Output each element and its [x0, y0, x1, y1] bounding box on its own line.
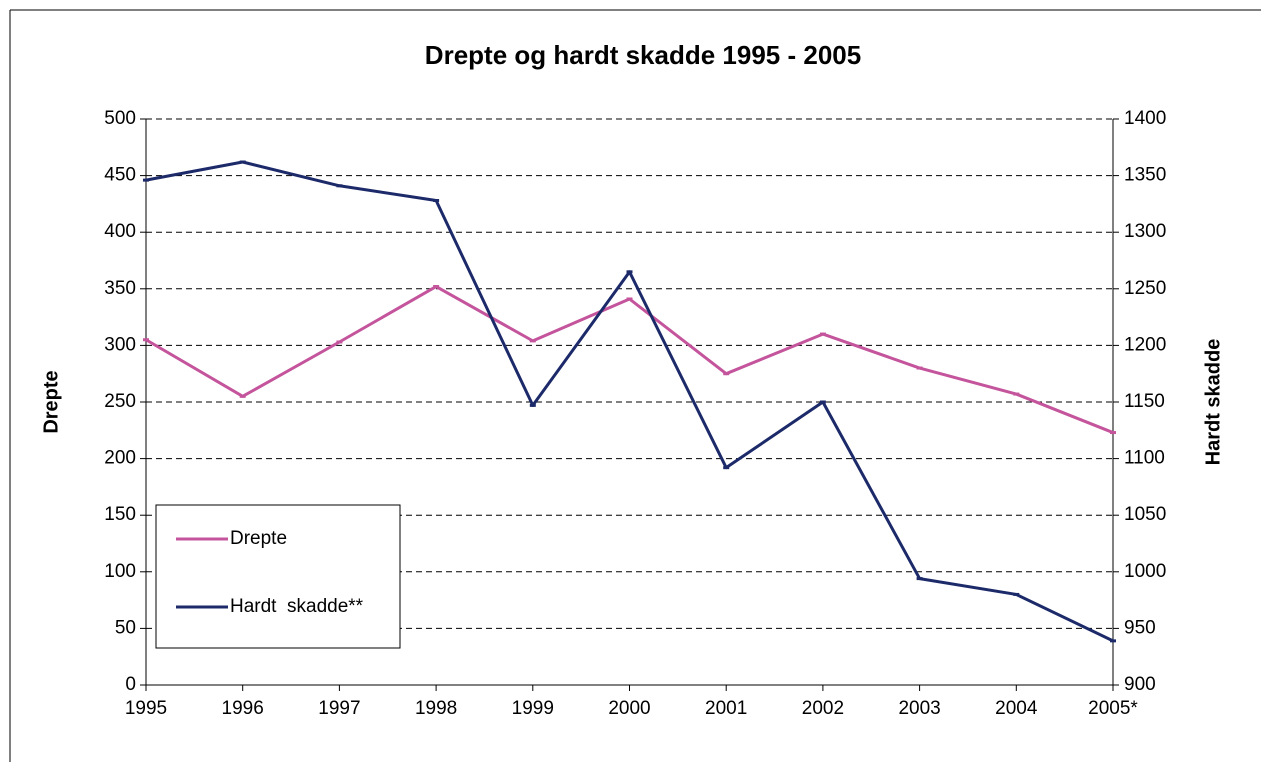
point-marker	[143, 338, 149, 342]
y-tick-label: 100	[104, 561, 136, 582]
point-marker	[239, 394, 246, 398]
point-marker	[143, 178, 149, 182]
y2-tick-label: 950	[1124, 617, 1156, 638]
y2-tick-label: 1150	[1124, 391, 1165, 412]
legend-box	[155, 504, 401, 649]
x-tick-label: 2000	[608, 698, 650, 719]
x-tick-label: 1997	[318, 698, 360, 719]
point-marker	[529, 403, 536, 407]
y2-tick-label: 1250	[1124, 278, 1166, 299]
y2-axis-label: Hardt skadde	[1202, 339, 1224, 466]
point-marker	[1013, 592, 1020, 596]
x-tick-label: 2005*	[1088, 698, 1138, 719]
point-marker	[336, 340, 343, 344]
point-marker	[916, 366, 923, 370]
point-marker	[1110, 431, 1116, 435]
y-tick-label: 0	[125, 674, 136, 695]
y2-tick-label: 1000	[1124, 561, 1166, 582]
y-tick-label: 50	[115, 617, 136, 638]
y2-tick-label: 1100	[1124, 448, 1165, 469]
point-marker	[529, 339, 536, 343]
x-tick-label: 1995	[125, 698, 167, 719]
series-line	[145, 285, 1114, 434]
point-marker	[723, 372, 730, 376]
x-tick-label: 1999	[512, 698, 554, 719]
y-tick-label: 250	[104, 391, 136, 412]
legend-marker	[199, 605, 205, 609]
y-axis-label: Drepte	[40, 370, 62, 433]
point-marker	[336, 184, 343, 188]
point-marker	[433, 285, 440, 289]
point-marker	[239, 160, 246, 164]
x-tick-label: 1996	[222, 698, 264, 719]
y2-tick-label: 1050	[1124, 504, 1166, 525]
point-marker	[1013, 392, 1020, 396]
y2-tick-label: 1350	[1124, 165, 1166, 186]
y2-tick-label: 1300	[1124, 221, 1166, 242]
point-marker	[626, 270, 633, 274]
point-marker	[1110, 639, 1116, 643]
x-tick-label: 2003	[898, 698, 940, 719]
y2-tick-label: 900	[1124, 674, 1156, 695]
y2-tick-label: 1400	[1124, 108, 1166, 129]
chart-title: Drepte og hardt skadde 1995 - 2005	[425, 40, 861, 70]
legend-label: Drepte	[230, 528, 287, 549]
y-tick-label: 450	[104, 165, 136, 186]
point-marker	[723, 466, 730, 470]
x-tick-label: 2001	[705, 698, 747, 719]
point-marker	[626, 297, 633, 301]
legend-marker	[199, 537, 205, 541]
y-tick-label: 200	[104, 448, 136, 469]
point-marker	[433, 199, 440, 203]
point-marker	[819, 400, 826, 404]
y-tick-label: 350	[104, 278, 136, 299]
point-marker	[819, 332, 826, 336]
point-marker	[916, 577, 923, 581]
y-tick-label: 400	[104, 221, 136, 242]
y-tick-label: 150	[104, 504, 136, 525]
x-tick-label: 2002	[802, 698, 844, 719]
legend-label: Hardt skadde**	[230, 596, 364, 617]
x-tick-label: 2004	[995, 698, 1038, 719]
x-tick-label: 1998	[415, 698, 457, 719]
y-tick-label: 300	[104, 334, 136, 355]
y-tick-label: 500	[104, 108, 136, 129]
y2-tick-label: 1200	[1124, 334, 1166, 355]
